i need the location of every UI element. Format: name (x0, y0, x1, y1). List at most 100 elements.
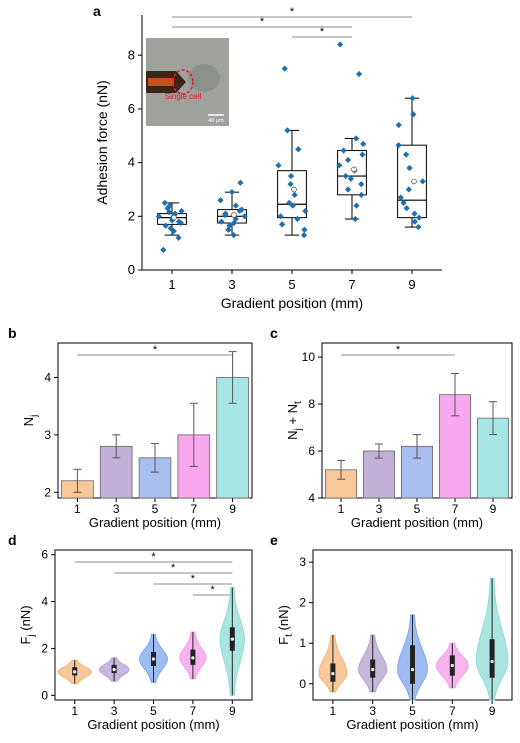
a-xtick-label: 7 (348, 277, 355, 292)
a-inset-pipette-tip (176, 71, 186, 93)
e-violin-iqr-box (489, 639, 495, 678)
b-xtick-label: 3 (113, 502, 120, 516)
c-bar (325, 469, 357, 499)
a-xtick-label: 1 (168, 277, 175, 292)
a-data-point (228, 189, 236, 196)
b-xtick-label: 5 (152, 502, 159, 516)
e-xlabel: Gradient position (mm) (346, 717, 478, 732)
a-ytick-label: 0 (128, 262, 135, 277)
b-ytick-label: 4 (44, 370, 51, 384)
a-xlabel: Gradient position (mm) (221, 295, 363, 311)
a-data-point (411, 218, 418, 225)
e-ytick-label: 2 (299, 596, 306, 610)
b-xtick-label: 1 (74, 502, 81, 516)
e-violin-median (450, 663, 454, 668)
a-ylabel: Adhesion force (nN) (94, 80, 110, 205)
d-ylabel: Fj (nN) (18, 605, 37, 644)
b-xtick-label: 9 (229, 502, 236, 516)
a-inset-shading (188, 64, 220, 92)
a-mean-marker (291, 186, 297, 193)
a-data-point (160, 246, 167, 253)
b-ylabel: Nj (21, 415, 40, 427)
a-inset-pipette-glow (148, 78, 174, 86)
c-ytick-label: 8 (308, 397, 315, 411)
c-xtick-label: 5 (414, 502, 421, 516)
b-xlabel: Gradient position (mm) (89, 515, 221, 530)
chart-d-fj-violin: 0 2 4 6 1 3 5 7 9 Gradient position (mm) Fj (nN) * *… (18, 548, 253, 732)
e-xtick-label: 5 (409, 704, 416, 718)
a-data-point (352, 135, 360, 142)
e-ytick-label: 0 (299, 677, 306, 691)
e-xtick-label: 3 (369, 704, 376, 718)
a-mean-marker (171, 214, 177, 221)
a-data-point (284, 127, 291, 134)
a-box (337, 150, 367, 196)
e-xtick-label: 9 (489, 704, 496, 718)
e-xtick-label: 7 (449, 704, 456, 718)
a-xtick-label: 5 (288, 277, 295, 292)
d-significance-star: * (151, 551, 156, 563)
b-ytick-label: 2 (44, 485, 51, 499)
a-inset-cell-circle (172, 69, 194, 95)
a-ytick-label: 2 (128, 208, 135, 223)
a-box (277, 170, 307, 219)
a-data-point (360, 140, 367, 147)
a-data-point (162, 222, 169, 229)
chart-c-njnt-bar: 4 6 8 10 1 3 5 7 9 Gradient position (mm) Nj + Nt * (285, 342, 513, 530)
a-data-point (397, 194, 404, 201)
a-data-point (178, 207, 185, 215)
d-xtick-label: 5 (150, 704, 157, 718)
a-xtick-label: 3 (228, 277, 235, 292)
a-data-point (347, 175, 354, 182)
a-mean-marker (231, 212, 237, 218)
a-data-point (409, 95, 416, 102)
c-xtick-label: 7 (452, 502, 459, 516)
a-data-point (175, 234, 182, 241)
a-data-point (241, 213, 248, 220)
a-data-point (281, 65, 288, 72)
a-data-point (300, 231, 308, 239)
d-xlabel: Gradient position (mm) (87, 717, 219, 732)
d-xtick-label: 9 (229, 704, 236, 718)
e-xtick-label: 1 (330, 704, 337, 718)
a-data-point (279, 221, 286, 228)
d-significance-star: * (171, 562, 176, 574)
e-violin-iqr-box (410, 645, 415, 684)
panel-label-c: c (270, 325, 278, 341)
e-violin-median (490, 659, 494, 664)
d-violin-median (112, 667, 116, 672)
a-data-point (295, 146, 302, 153)
a-data-point (237, 179, 244, 186)
d-xtick-label: 1 (71, 704, 78, 718)
a-data-point (167, 225, 174, 232)
d-ytick-label: 4 (41, 595, 48, 609)
a-significance-star: * (320, 26, 325, 38)
d-violin-median (151, 657, 156, 661)
a-data-point (217, 197, 224, 204)
d-xtick-label: 7 (190, 704, 197, 718)
a-data-point (232, 202, 239, 209)
a-data-point (277, 213, 284, 220)
b-significance-star: * (153, 344, 158, 356)
a-data-point (166, 202, 173, 209)
d-violin-median (73, 670, 77, 674)
a-data-point (336, 162, 343, 169)
a-significance-star: * (290, 6, 295, 18)
d-significance-star: * (191, 573, 196, 585)
c-ytick-label: 6 (308, 444, 315, 458)
d-violin-median (191, 656, 195, 660)
chart-e-ft-violin: 0 1 2 3 1 3 5 7 9 Gradient position (mm) Ft (nN) (276, 549, 513, 732)
c-xtick-label: 3 (376, 502, 383, 516)
d-ytick-label: 6 (41, 548, 48, 562)
e-ytick-label: 3 (299, 555, 306, 569)
d-significance-star: * (210, 584, 215, 596)
a-ytick-label: 4 (128, 155, 135, 170)
c-xlabel: Gradient position (mm) (351, 515, 483, 530)
d-xtick-label: 3 (111, 704, 118, 718)
c-bar (363, 450, 395, 499)
a-data-point (301, 226, 308, 233)
a-data-point (355, 70, 363, 78)
a-data-point (226, 222, 233, 229)
panel-label-d: d (8, 532, 17, 548)
